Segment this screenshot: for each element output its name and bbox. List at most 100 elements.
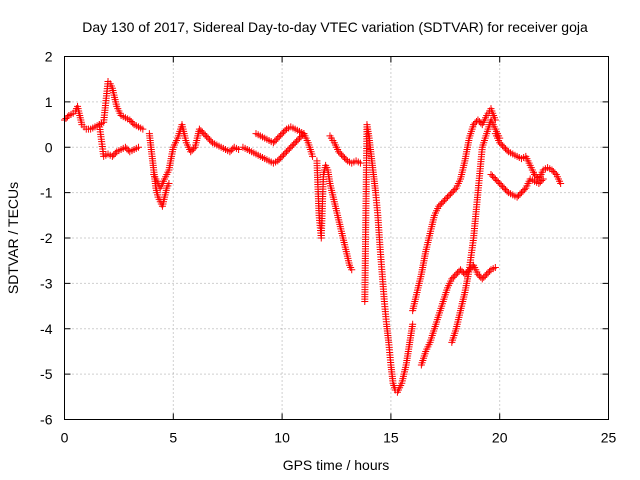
data-point: [282, 148, 290, 156]
sdtvar-main-e: [239, 130, 308, 167]
data-point: [445, 192, 453, 200]
data-point: [278, 130, 286, 138]
data-point: [356, 159, 364, 167]
y-tick-label: 1: [45, 94, 53, 110]
data-point: [557, 180, 565, 188]
sdtvar-main-d: [150, 121, 243, 192]
data-point: [269, 139, 277, 147]
data-point: [284, 146, 292, 154]
data-point: [280, 128, 288, 136]
plot-frame: [64, 56, 609, 420]
data-point: [488, 172, 496, 180]
data-point: [296, 134, 304, 142]
data-point: [200, 130, 208, 138]
grid-lines: [64, 56, 609, 420]
data-point: [195, 125, 203, 133]
data-point: [491, 175, 499, 183]
sdtvar-main-h: [326, 132, 364, 167]
data-point: [111, 149, 119, 157]
data-point: [201, 131, 209, 139]
data-point: [484, 269, 492, 277]
sdtvar-main-b: [95, 121, 142, 160]
data-point: [519, 187, 527, 195]
data-point: [442, 195, 450, 203]
y-tick-label: 0: [45, 139, 53, 155]
data-point: [278, 152, 286, 160]
data-point: [309, 152, 317, 160]
sdtvar-main-n: [487, 170, 547, 201]
y-tick-label: -6: [40, 412, 53, 428]
x-tick-label: 20: [492, 430, 508, 446]
chart-title: Day 130 of 2017, Sidereal Day-to-day VTE…: [82, 19, 588, 35]
data-point: [451, 272, 459, 280]
data-point: [165, 180, 173, 188]
data-point: [452, 270, 460, 278]
data-point: [335, 148, 343, 156]
data-point: [439, 198, 447, 206]
data-point: [342, 155, 350, 163]
data-point: [478, 275, 486, 283]
data-point: [532, 172, 540, 180]
data-point: [441, 196, 449, 204]
data-point: [520, 186, 528, 194]
data-point: [129, 119, 137, 127]
data-point: [490, 174, 498, 181]
data-point: [435, 202, 443, 210]
data-point: [449, 187, 457, 195]
data-point: [500, 143, 508, 151]
data-point: [409, 320, 417, 328]
data-point: [197, 127, 205, 135]
x-tick-label: 25: [601, 430, 617, 446]
data-point: [446, 190, 454, 198]
y-tick-label: -1: [40, 185, 53, 201]
data-points: [61, 77, 565, 396]
data-point: [496, 139, 504, 147]
data-point: [500, 184, 508, 192]
data-point: [121, 143, 129, 151]
data-point: [448, 275, 456, 283]
data-point: [548, 166, 556, 174]
x-tick-label: 0: [61, 430, 69, 446]
data-point: [494, 178, 502, 186]
data-point: [516, 190, 524, 198]
data-point: [503, 146, 511, 154]
data-point: [123, 145, 131, 153]
data-point: [539, 175, 547, 183]
y-tick-label: -3: [40, 275, 53, 291]
data-point: [187, 148, 195, 156]
sdtvar-main-i: [361, 121, 417, 396]
data-point: [513, 193, 521, 201]
data-point: [457, 266, 465, 274]
data-point: [474, 270, 482, 278]
data-point: [288, 142, 296, 150]
data-point: [203, 133, 211, 141]
y-axis-label: SDTVAR / TECUs: [5, 182, 21, 294]
data-point: [277, 131, 285, 139]
data-point: [198, 128, 206, 136]
data-point: [499, 183, 507, 191]
data-point: [108, 152, 116, 160]
data-point: [502, 145, 510, 153]
data-point: [204, 134, 212, 142]
data-point: [62, 115, 70, 123]
data-point: [274, 157, 282, 165]
data-point: [470, 121, 478, 129]
data-point: [483, 270, 491, 278]
data-point: [538, 177, 546, 185]
y-tick-label: -4: [40, 321, 53, 337]
data-point: [293, 137, 301, 145]
data-point: [474, 116, 482, 124]
x-tick-label: 10: [274, 430, 290, 446]
data-point: [336, 149, 344, 157]
data-point: [487, 170, 495, 178]
data-point: [549, 167, 557, 175]
data-point: [436, 201, 444, 209]
data-point: [515, 192, 523, 200]
data-point: [496, 180, 504, 188]
data-point: [338, 151, 346, 159]
sdtvar-main-j: [409, 105, 499, 315]
data-point: [493, 177, 501, 185]
data-point: [475, 118, 483, 126]
data-point: [503, 187, 511, 195]
